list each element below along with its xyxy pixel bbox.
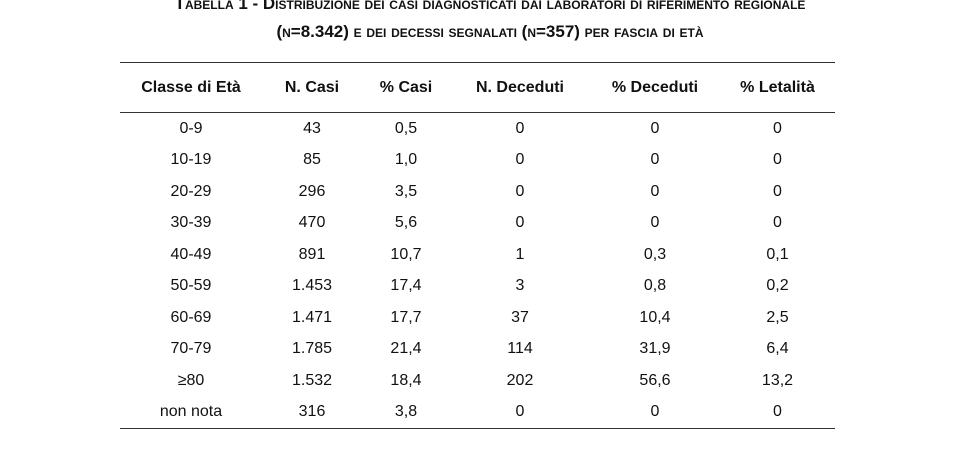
table-cell: 0 <box>515 119 525 137</box>
column-header: N. Deceduti <box>450 62 590 113</box>
table-cell: 0 <box>773 182 782 200</box>
table-cell: 0,2 <box>766 277 789 295</box>
table-cell: 17,4 <box>390 277 422 295</box>
table-cell: 0 <box>515 182 525 200</box>
table-cell: 56,6 <box>639 371 671 389</box>
table-row: non nota 316 3,8 0 0 0 <box>120 396 835 429</box>
table-cell: 20-29 <box>170 182 212 200</box>
table-cell: 18,4 <box>390 371 422 389</box>
table-cell: 10,7 <box>390 245 422 263</box>
table-row: 20-29 296 3,5 0 0 0 <box>120 176 835 208</box>
table-cell: 85 <box>303 151 321 169</box>
column-header: N. Casi <box>262 62 362 113</box>
table-cell: 0-9 <box>179 119 203 137</box>
table-cell: 10-19 <box>170 151 212 169</box>
table-row: ≥80 1.532 18,4 202 56,6 13,2 <box>120 365 835 397</box>
table-cell: 0 <box>590 396 720 429</box>
table-cell: 891 <box>298 245 326 263</box>
table-cell: non nota <box>120 396 262 429</box>
table-cell: 0 <box>773 119 782 137</box>
table-cell: 17,7 <box>390 308 422 326</box>
column-header: Classe di Età <box>120 62 262 113</box>
table-cell: 1,0 <box>394 151 418 169</box>
table-cell: 3 <box>515 277 525 295</box>
table-row: 60-69 1.471 17,7 37 10,4 2,5 <box>120 302 835 334</box>
table-cell: 0,1 <box>766 245 789 263</box>
table-cell: 1.453 <box>291 277 333 295</box>
table-cell: 43 <box>303 119 321 137</box>
column-header: % Letalità <box>720 62 835 113</box>
table-cell: ≥80 <box>177 371 205 389</box>
table-cell: 3,5 <box>394 182 418 200</box>
table-cell: 0 <box>650 119 660 137</box>
table-cell: 40-49 <box>170 245 212 263</box>
table-cell: 1.532 <box>291 371 333 389</box>
table-cell: 0 <box>773 214 782 232</box>
table-cell: 0,5 <box>394 119 418 137</box>
table-cell: 1.785 <box>291 340 333 358</box>
table-row: 70-79 1.785 21,4 114 31,9 6,4 <box>120 334 835 366</box>
table-cell: 13,2 <box>761 371 794 389</box>
table-row: 50-59 1.453 17,4 3 0,8 0,2 <box>120 271 835 303</box>
table-cell: 0 <box>720 396 835 429</box>
table-cell: 1 <box>515 245 525 263</box>
table-row: 0-9 43 0,5 0 0 0 <box>120 113 835 145</box>
column-header: % Deceduti <box>590 62 720 113</box>
header-row: Classe di Età N. Casi% Casi N. Deceduti% D… <box>120 62 835 113</box>
table-cell: 202 <box>506 371 534 389</box>
title: Tabella 1 - Distribuzione dei casi diagn… <box>174 0 806 13</box>
table-cell: 0 <box>650 214 660 232</box>
table-cell: 0,3 <box>643 245 667 263</box>
table-cell: 5,6 <box>394 214 418 232</box>
table-cell: 31,9 <box>639 340 671 358</box>
table-cell: 50-59 <box>170 277 212 295</box>
table-cell: 114 <box>507 340 533 358</box>
table-cell: 3,8 <box>362 396 450 429</box>
table-cell: 30-39 <box>170 214 212 232</box>
column-header: % Casi <box>362 62 450 113</box>
table-cell: 2,5 <box>766 308 789 326</box>
table-cell: 10,4 <box>639 308 671 326</box>
table-cell: 0,8 <box>643 277 667 295</box>
table-cell: 1.471 <box>291 308 333 326</box>
table-cell: 60-69 <box>170 308 212 326</box>
table-row: 30-39 470 5,6 0 0 0 <box>120 208 835 240</box>
table-cell: 21,4 <box>390 340 422 358</box>
table-cell: 316 <box>262 396 362 429</box>
subtitle: (n=8.342) e dei decessi segnalati (n=357… <box>276 22 704 41</box>
table-cell: 296 <box>298 182 326 200</box>
table-cell: 0 <box>515 151 525 169</box>
table-cell: 0 <box>450 396 590 429</box>
table-cell: 0 <box>773 151 782 169</box>
table-row: 40-49 891 10,7 1 0,3 0,1 <box>120 239 835 271</box>
table-cell: 6,4 <box>766 340 789 358</box>
table-cell: 70-79 <box>170 340 212 358</box>
table-row: 10-19 85 1,0 0 0 0 <box>120 145 835 177</box>
table-cell: 0 <box>650 151 660 169</box>
table-cell: 0 <box>650 182 660 200</box>
data-table: Classe di Età N. Casi% Casi N. Deceduti% D… <box>120 62 835 429</box>
table-cell: 0 <box>515 214 525 232</box>
table-cell: 470 <box>298 214 326 232</box>
table-cell: 37 <box>511 308 529 326</box>
